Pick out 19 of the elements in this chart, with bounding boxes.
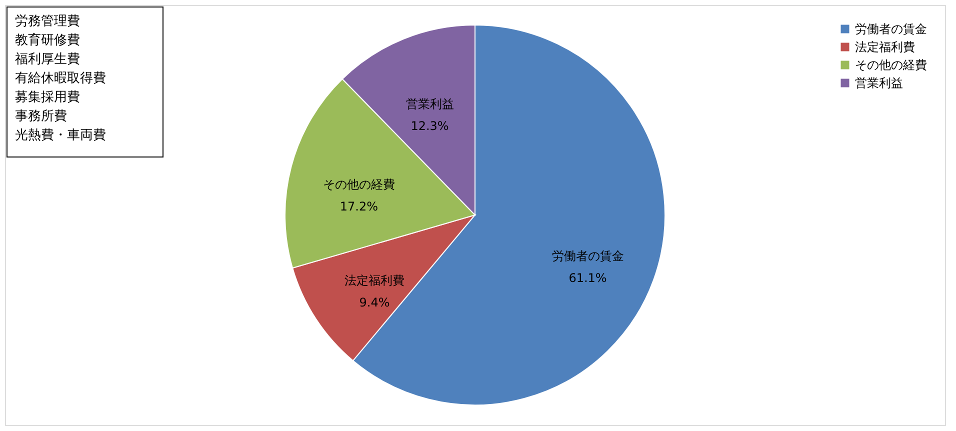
text: 光熱費・車両費 [15,128,106,143]
text: 事務所費 [15,109,67,124]
data-label: 61.1% [568,271,607,286]
legend-label: 労働者の賃金 [855,22,927,36]
text: 労務管理費 [15,14,80,29]
text: 教育研修費 [15,32,80,48]
legend-label: 営業利益 [855,76,903,90]
data-label: 12.3% [410,118,449,133]
text: 有給休暇取得費 [15,71,106,86]
data-label: 17.2% [340,199,378,214]
text: 募集採用費 [15,90,80,105]
text: 福利厚生費 [15,52,80,67]
slice-label: その他の経費 [322,177,395,192]
slice-label: 法定福利費 [344,274,404,288]
legend-label: 法定福利費 [855,40,915,54]
slice-label: 営業利益 [406,96,454,111]
legend-label: その他の経費 [855,58,927,72]
slice-label: 労働者の賃金 [552,249,624,264]
data-label: 9.4% [359,296,390,310]
